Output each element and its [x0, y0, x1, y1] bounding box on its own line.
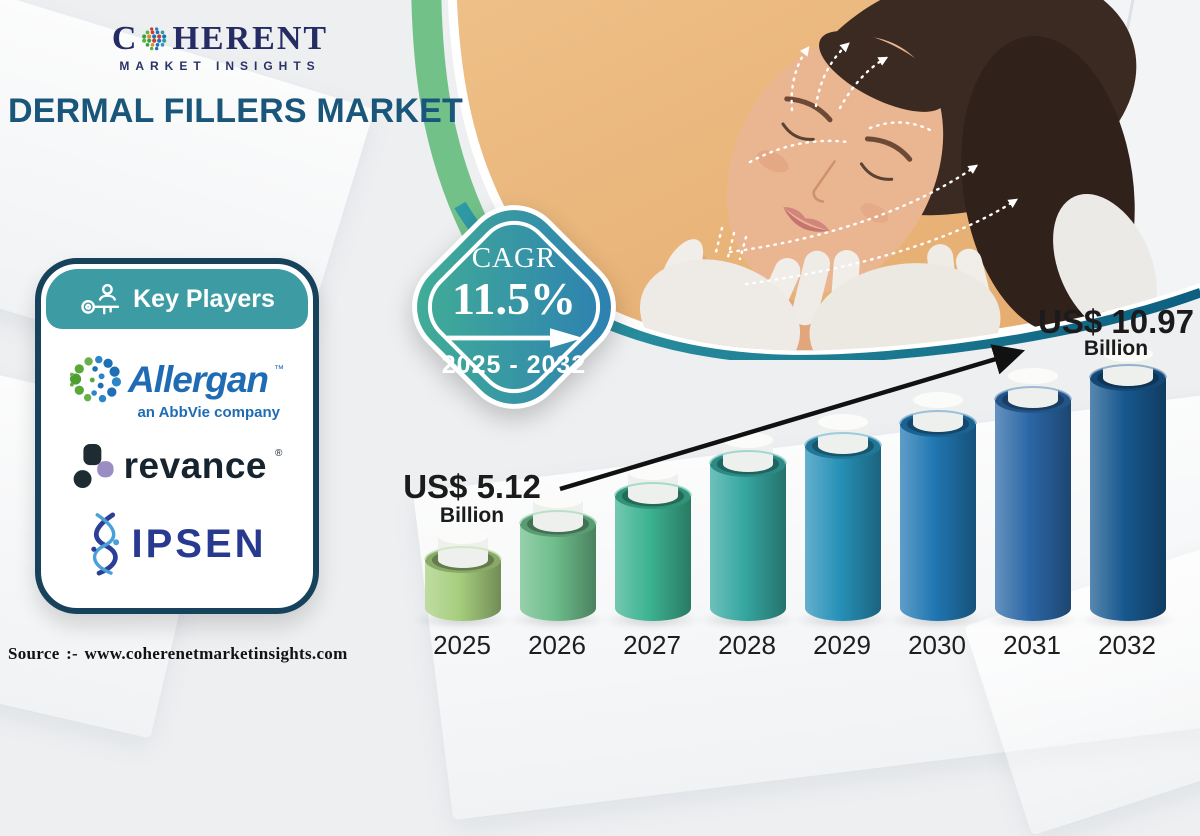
cagr-badge-content: CAGR 11.5% 2025 - 2032	[399, 192, 629, 422]
person-key-icon	[81, 283, 120, 314]
bar-label-2026: 2026	[528, 630, 586, 660]
revance-mark-icon	[73, 444, 114, 488]
brand-logo: C HERENT MARKET INSIGHTS	[100, 20, 340, 73]
company-name: revance	[123, 445, 267, 486]
page-title: DERMAL FILLERS MARKET	[8, 92, 463, 130]
brand-name: C HERENT	[100, 20, 340, 58]
brand-tagline: MARKET INSIGHTS	[119, 59, 321, 73]
cagr-value: 11.5%	[452, 272, 576, 324]
start-value-label: US$ 5.12	[403, 468, 541, 505]
end-value-label: US$ 10.97	[1038, 303, 1194, 340]
bar-label-2028: 2028	[718, 630, 776, 660]
company-name: Allergan	[127, 359, 269, 400]
bar-cylinder-2028	[709, 432, 787, 621]
bar-label-2030: 2030	[908, 630, 966, 660]
bar-label-2031: 2031	[1003, 630, 1061, 660]
key-players-title: Key Players	[133, 284, 275, 313]
face	[726, 31, 947, 294]
bar-label-2029: 2029	[813, 630, 871, 660]
source-text: Source :- www.coherenetmarketinsights.co…	[8, 644, 348, 663]
bar-label-2032: 2032	[1098, 630, 1156, 660]
company-tagline: an AbbVie company	[137, 404, 281, 421]
allergan-dots-icon	[69, 355, 122, 403]
brand-name-rest: HERENT	[172, 20, 329, 57]
company-ipsen: IPSEN	[87, 511, 266, 577]
cagr-period: 2025 - 2032	[441, 351, 587, 380]
ipsen-helix-icon	[91, 512, 120, 576]
brand-name-first: C	[111, 20, 139, 57]
contour-arrows	[714, 42, 1019, 286]
company-name: IPSEN	[131, 521, 267, 566]
trademark-symbol: ®	[275, 448, 283, 459]
dotted-globe-icon	[142, 27, 167, 51]
key-players-header: Key Players	[46, 269, 308, 329]
key-players-panel: Key Players Allergan ™ an AbbVie com	[35, 258, 319, 614]
bar-cylinder-2025	[424, 528, 502, 621]
bar-cylinder-2027	[614, 464, 692, 621]
bar-cylinder-2030	[899, 392, 977, 621]
company-allergan: Allergan ™ an AbbVie company	[69, 354, 285, 421]
photo-scene	[639, 0, 1200, 351]
cagr-label: CAGR	[471, 241, 557, 274]
company-revance: revance ®	[72, 442, 283, 490]
trademark-symbol: ™	[274, 364, 285, 375]
right-arrow-icon	[446, 328, 584, 348]
bar-cylinder-2031	[994, 368, 1072, 621]
key-players-logos: Allergan ™ an AbbVie company revance ®	[41, 329, 313, 608]
treatment-photo	[411, 0, 1200, 360]
end-value-unit: Billion	[1083, 337, 1149, 360]
bar-cylinder-2026	[519, 492, 597, 621]
bar-cylinder-2029	[804, 414, 882, 621]
start-value-unit: Billion	[439, 504, 505, 527]
bar-cylinder-2032	[1089, 346, 1167, 621]
cagr-badge: CAGR 11.5% 2025 - 2032	[398, 191, 630, 423]
bar-label-2027: 2027	[623, 630, 681, 660]
bar-label-2025: 2025	[433, 630, 491, 660]
